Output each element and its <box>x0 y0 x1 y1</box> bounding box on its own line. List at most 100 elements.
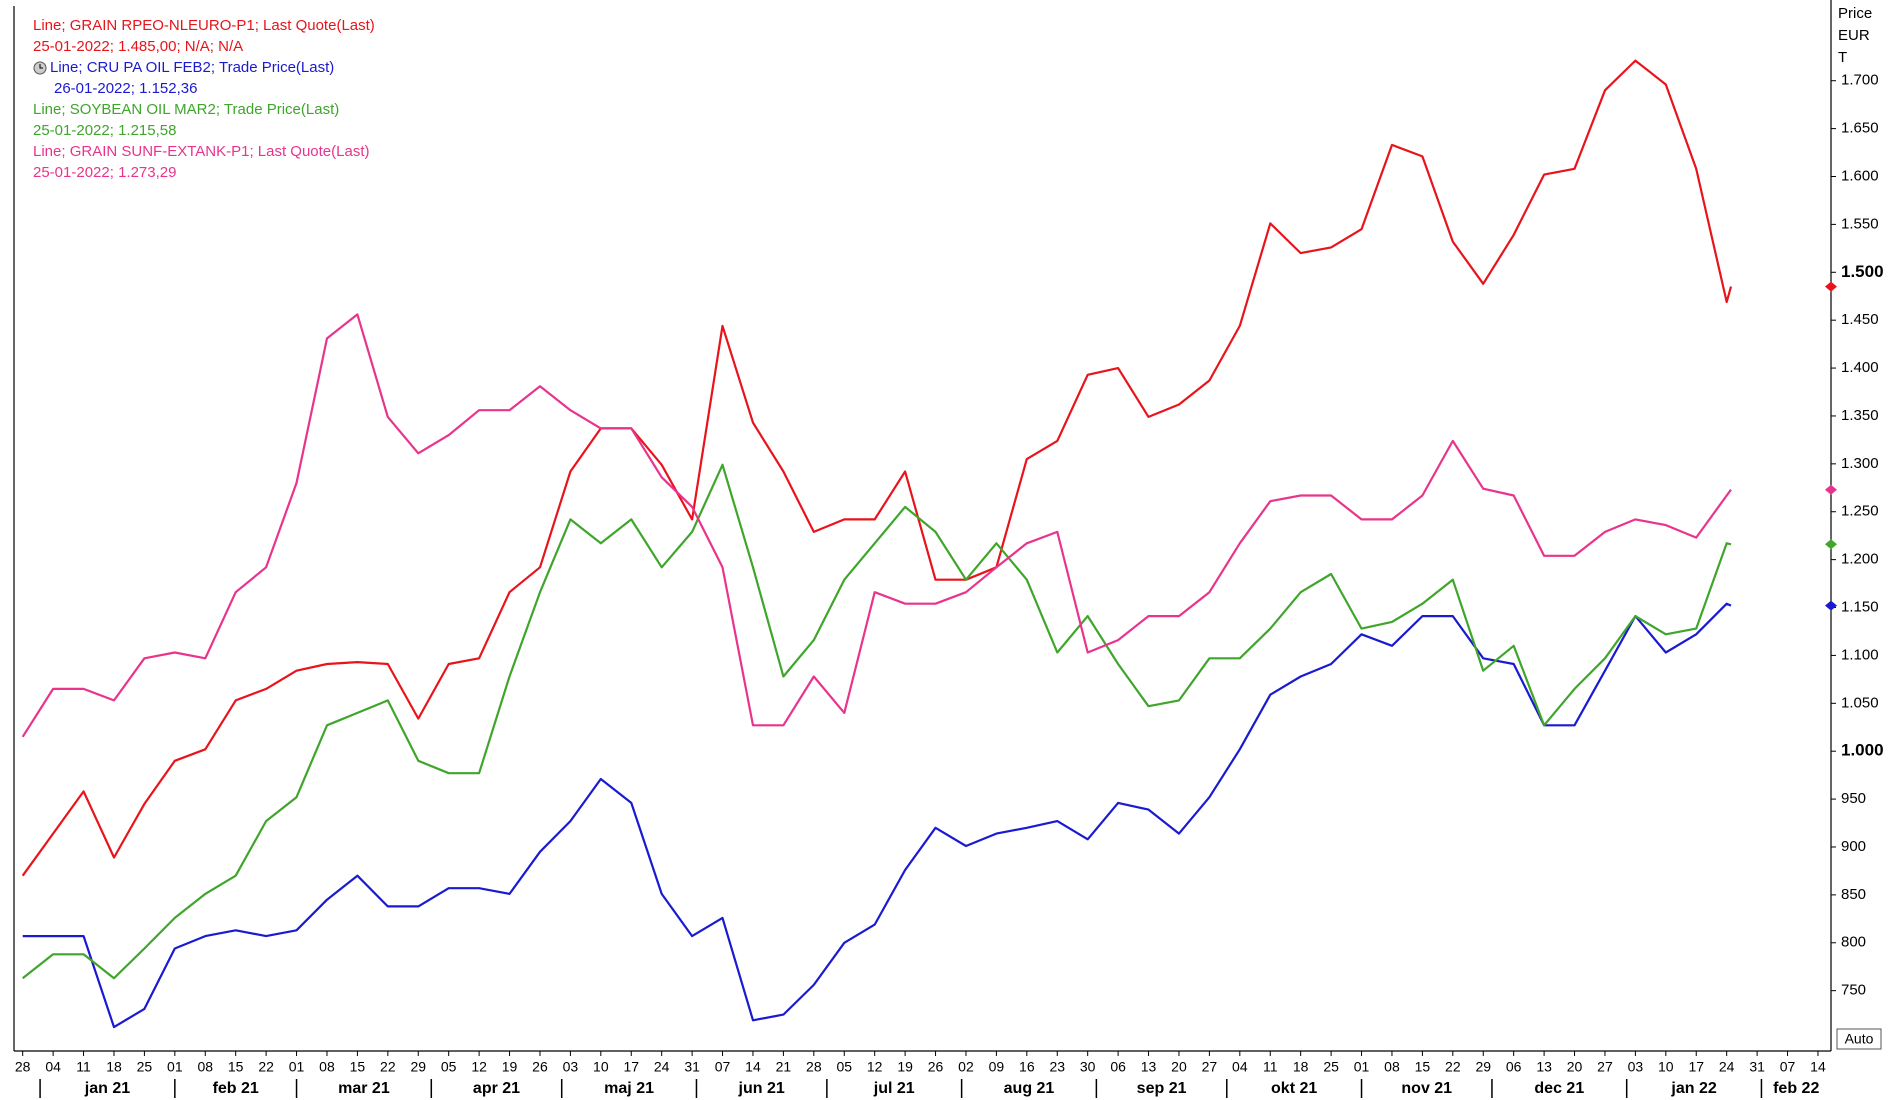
month-label: dec 21 <box>1534 1080 1584 1097</box>
y-axis-label: T <box>1838 49 1847 66</box>
auto-button[interactable]: Auto <box>1836 1028 1882 1050</box>
x-tick-label: 27 <box>1597 1059 1613 1075</box>
x-tick-label: 12 <box>471 1059 487 1075</box>
x-tick-label: 14 <box>745 1059 761 1075</box>
x-tick-label: 18 <box>106 1059 122 1075</box>
x-tick-label: 17 <box>623 1059 639 1075</box>
x-tick-label: 19 <box>502 1059 518 1075</box>
x-tick-label: 19 <box>897 1059 913 1075</box>
x-tick-label: 06 <box>1506 1059 1522 1075</box>
y-tick-label: 750 <box>1841 982 1866 999</box>
x-tick-label: 22 <box>380 1059 396 1075</box>
x-tick-label: 15 <box>1415 1059 1431 1075</box>
series-line <box>22 463 1732 980</box>
legend-detail: 25-01-2022; 1.215,58 <box>33 122 176 139</box>
y-tick-label: 1.050 <box>1841 694 1879 711</box>
y-tick-label: 1.200 <box>1841 551 1879 568</box>
x-tick-label: 11 <box>76 1059 91 1075</box>
month-label: apr 21 <box>473 1080 520 1097</box>
legend-entry: Line; GRAIN SUNF-EXTANK-P1; Last Quote(L… <box>33 143 370 160</box>
y-tick-label: 850 <box>1841 886 1866 903</box>
y-axis-label: EUR <box>1838 27 1870 44</box>
x-tick-label: 22 <box>1445 1059 1461 1075</box>
x-tick-label: 23 <box>1049 1059 1065 1075</box>
y-tick-label: 800 <box>1841 934 1866 951</box>
x-tick-label: 17 <box>1688 1059 1704 1075</box>
x-tick-label: 26 <box>532 1059 548 1075</box>
x-tick-label: 28 <box>15 1059 31 1075</box>
x-tick-label: 04 <box>1232 1059 1248 1075</box>
legend-detail: 25-01-2022; 1.273,29 <box>33 164 176 181</box>
month-label: nov 21 <box>1401 1080 1452 1097</box>
x-tick-label: 03 <box>1628 1059 1644 1075</box>
auto-button-box[interactable] <box>1836 1028 1882 1050</box>
legend-entry: Line; CRU PA OIL FEB2; Trade Price(Last) <box>50 59 334 76</box>
x-tick-label: 21 <box>776 1059 792 1075</box>
y-tick-label: 1.350 <box>1841 407 1879 424</box>
x-tick-label: 24 <box>654 1059 670 1075</box>
x-tick-label: 15 <box>228 1059 244 1075</box>
x-tick-label: 01 <box>1354 1059 1370 1075</box>
y-tick-label: 1.450 <box>1841 311 1879 328</box>
x-tick-label: 28 <box>806 1059 822 1075</box>
x-tick-label: 20 <box>1567 1059 1583 1075</box>
y-tick-label: 1.600 <box>1841 167 1879 184</box>
x-tick-label: 02 <box>958 1059 974 1075</box>
last-value-marker <box>1825 600 1837 611</box>
x-tick-label: 30 <box>1080 1059 1096 1075</box>
month-label: jan 22 <box>1670 1080 1716 1097</box>
x-tick-label: 24 <box>1719 1059 1735 1075</box>
x-tick-label: 08 <box>319 1059 335 1075</box>
last-value-marker <box>1825 281 1837 292</box>
last-value-marker <box>1825 484 1837 495</box>
x-tick-label: 25 <box>137 1059 153 1075</box>
series-line <box>22 602 1732 1029</box>
x-tick-label: 29 <box>1475 1059 1491 1075</box>
y-tick-label: 1.150 <box>1841 598 1879 615</box>
x-tick-label: 26 <box>928 1059 944 1075</box>
month-label: feb 22 <box>1773 1080 1819 1097</box>
x-tick-label: 08 <box>197 1059 213 1075</box>
x-tick-label: 31 <box>1749 1059 1765 1075</box>
y-tick-label: 1.250 <box>1841 503 1879 520</box>
x-tick-label: 06 <box>1110 1059 1126 1075</box>
x-tick-label: 13 <box>1536 1059 1552 1075</box>
auto-button-label[interactable]: Auto <box>1845 1031 1874 1047</box>
x-tick-label: 09 <box>989 1059 1005 1075</box>
x-tick-label: 08 <box>1384 1059 1400 1075</box>
legend-icon-hands <box>39 64 43 69</box>
month-label: okt 21 <box>1271 1080 1317 1097</box>
month-label: jul 21 <box>873 1080 915 1097</box>
month-label: maj 21 <box>604 1080 654 1097</box>
y-tick-label: 1.700 <box>1841 72 1879 89</box>
y-tick-label: 1.650 <box>1841 120 1879 137</box>
month-label: feb 21 <box>213 1080 259 1097</box>
month-label: sep 21 <box>1137 1080 1187 1097</box>
y-tick-label: 1.400 <box>1841 359 1879 376</box>
x-tick-label: 31 <box>684 1059 700 1075</box>
x-tick-label: 13 <box>1141 1059 1157 1075</box>
x-tick-label: 01 <box>167 1059 183 1075</box>
legend-entry: Line; GRAIN RPEO-NLEURO-P1; Last Quote(L… <box>33 17 375 34</box>
series-line <box>21 313 1732 738</box>
x-tick-label: 11 <box>1263 1059 1278 1075</box>
y-tick-label: 950 <box>1841 790 1866 807</box>
legend-entry: Line; SOYBEAN OIL MAR2; Trade Price(Last… <box>33 101 339 118</box>
last-value-marker <box>1825 539 1837 550</box>
legend-detail: 26-01-2022; 1.152,36 <box>54 80 197 97</box>
series-line <box>21 59 1733 877</box>
x-tick-label: 14 <box>1810 1059 1826 1075</box>
x-tick-label: 20 <box>1171 1059 1187 1075</box>
month-label: aug 21 <box>1004 1080 1055 1097</box>
x-tick-label: 07 <box>715 1059 731 1075</box>
y-axis-label: Price <box>1838 5 1872 22</box>
y-tick-label: 900 <box>1841 838 1866 855</box>
x-tick-label: 04 <box>45 1059 61 1075</box>
x-tick-label: 05 <box>836 1059 852 1075</box>
y-tick-label: 1.550 <box>1841 215 1879 232</box>
y-tick-label: 1.300 <box>1841 455 1879 472</box>
x-tick-label: 15 <box>350 1059 366 1075</box>
x-tick-label: 12 <box>867 1059 883 1075</box>
